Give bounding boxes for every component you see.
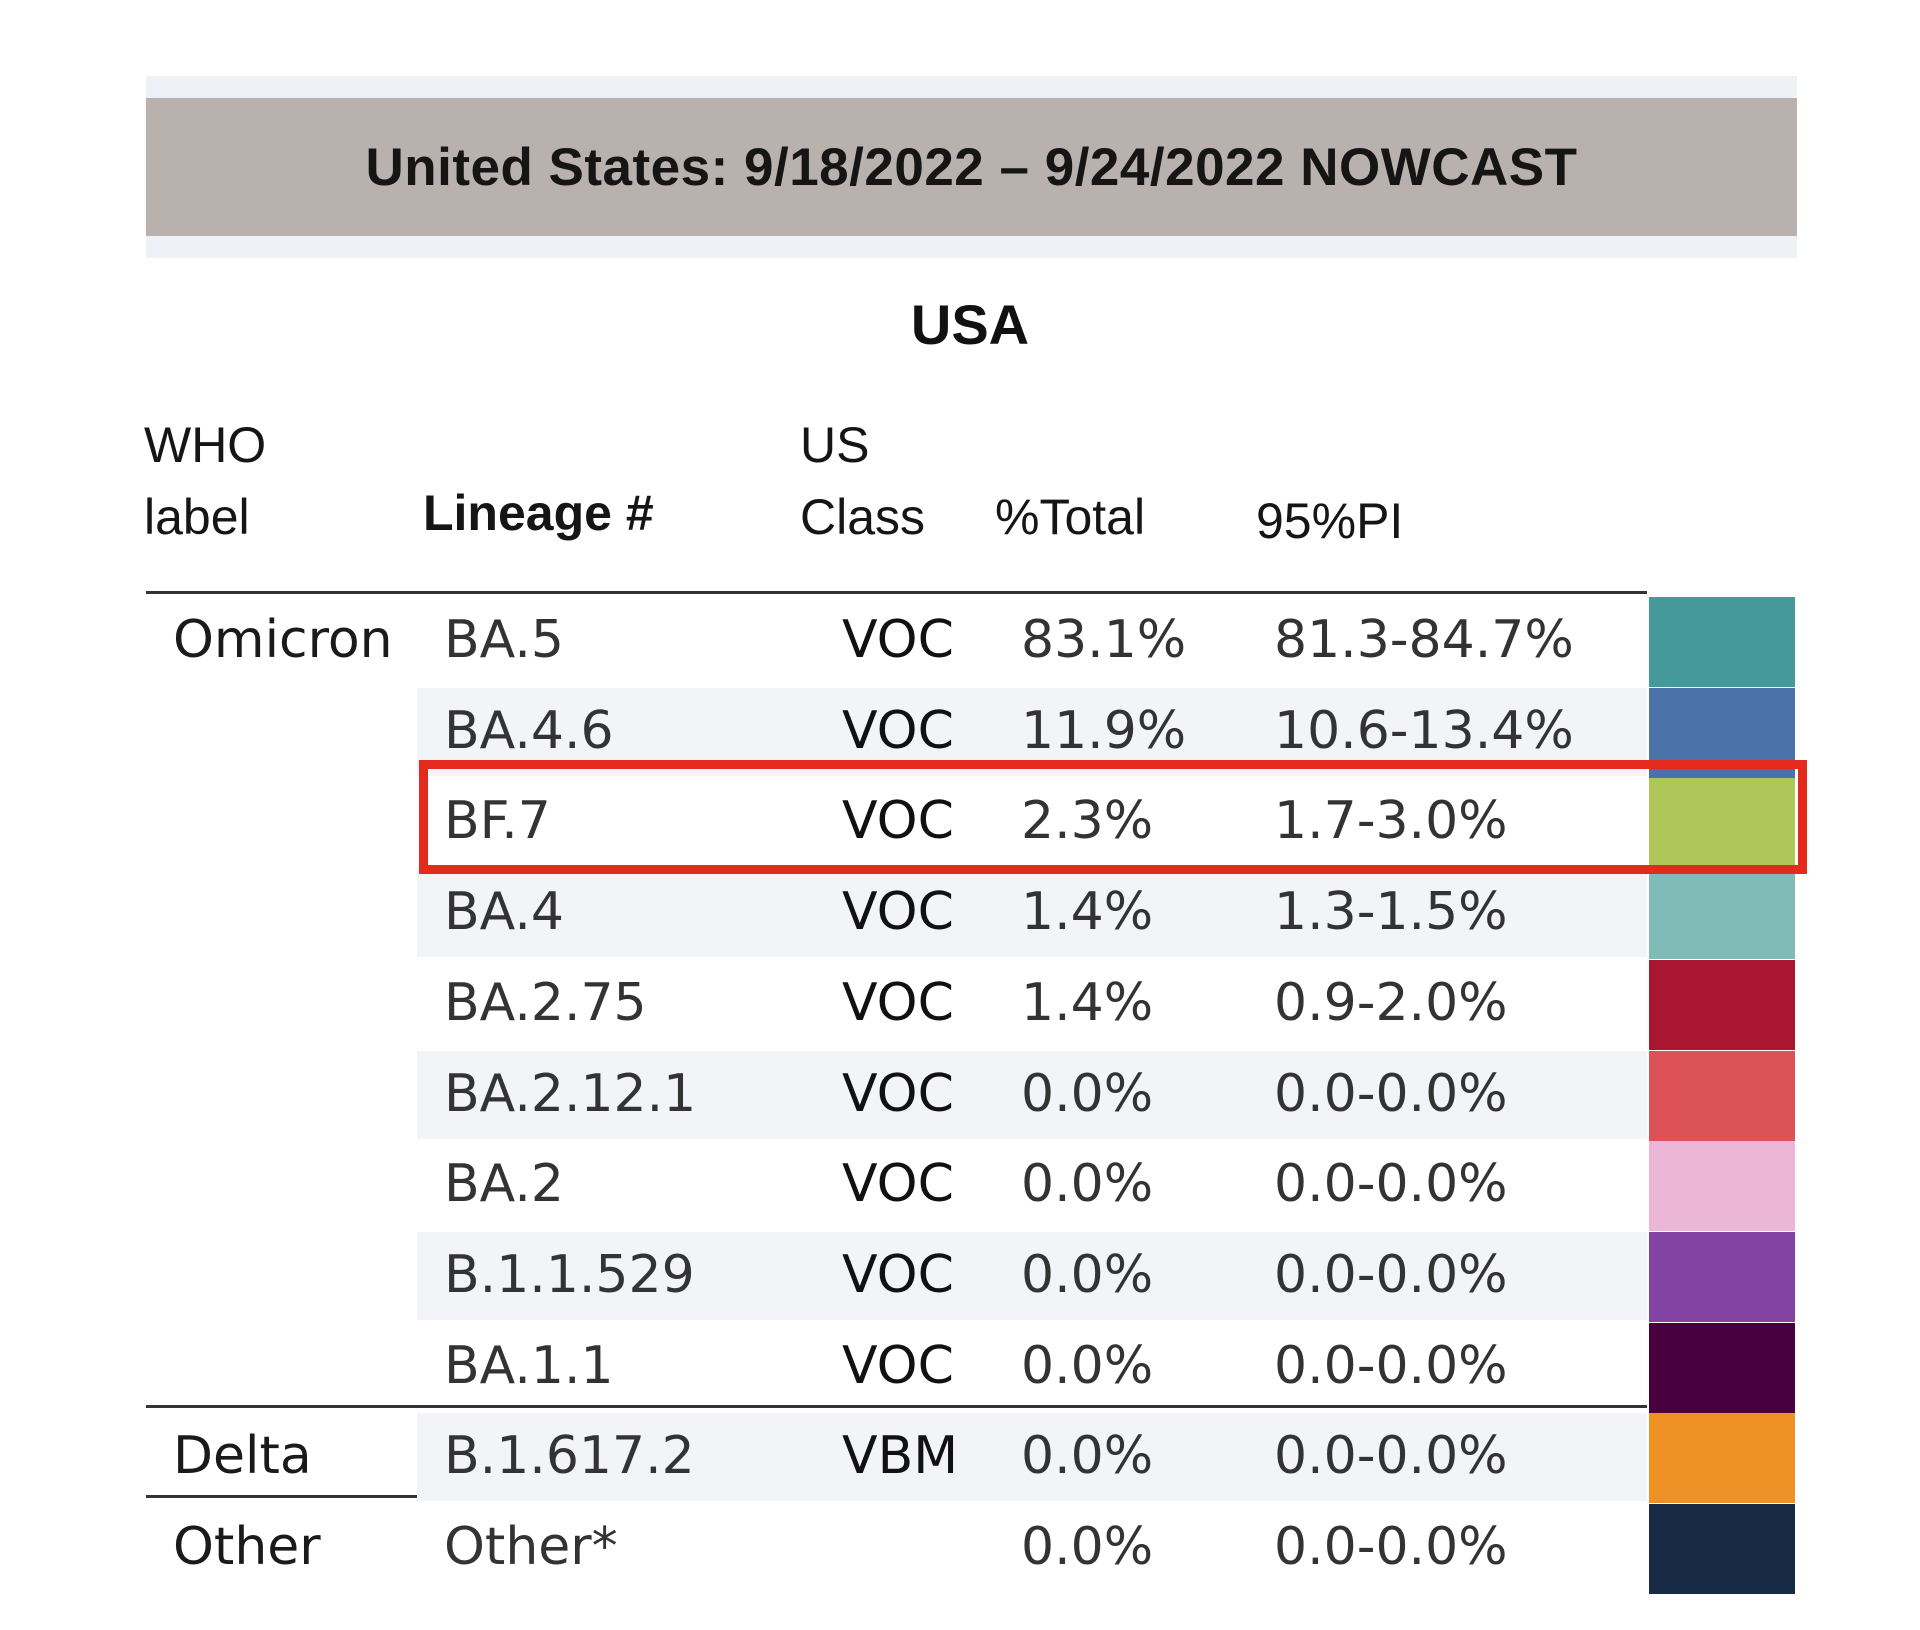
class-cell: VOC (842, 1245, 954, 1305)
header-pct-total: %Total (995, 489, 1146, 545)
pi-cell: 0.0-0.0% (1274, 1245, 1508, 1305)
pi-cell: 10.6-13.4% (1274, 701, 1574, 761)
class-cell: VOC (842, 791, 954, 851)
header-class-line1: US (800, 417, 870, 473)
row-stripe (417, 1232, 1647, 1320)
lineage-cell: BF.7 (444, 791, 551, 851)
pi-cell: 1.3-1.5% (1274, 882, 1508, 942)
color-swatch (1649, 1323, 1795, 1413)
table-title: United States: 9/18/2022 – 9/24/2022 NOW… (365, 137, 1578, 197)
color-swatch (1649, 1413, 1795, 1503)
pi-cell: 0.0-0.0% (1274, 1517, 1508, 1577)
pi-cell: 0.0-0.0% (1274, 1154, 1508, 1214)
color-swatch (1649, 1232, 1795, 1322)
class-cell: VOC (842, 1064, 954, 1124)
who-label: Delta (173, 1426, 312, 1486)
pct-total-cell: 11.9% (1021, 701, 1187, 761)
lineage-cell: BA.2.12.1 (444, 1064, 697, 1124)
class-cell: VOC (842, 882, 954, 942)
color-swatch (1649, 597, 1795, 687)
color-swatch (1649, 960, 1795, 1050)
lineage-cell: B.1.617.2 (444, 1426, 695, 1486)
lineage-cell: BA.5 (444, 610, 564, 670)
pct-total-cell: 1.4% (1021, 882, 1154, 942)
pct-total-cell: 0.0% (1021, 1426, 1154, 1486)
who-label: Other (173, 1517, 321, 1577)
row-stripe (417, 869, 1647, 957)
header-lineage: Lineage # (423, 485, 654, 541)
pi-cell: 0.0-0.0% (1274, 1064, 1508, 1124)
class-cell: VOC (842, 1154, 954, 1214)
pct-total-cell: 0.0% (1021, 1154, 1154, 1214)
header-rule (146, 591, 1647, 594)
class-cell: VOC (842, 701, 954, 761)
row-stripe (417, 1051, 1647, 1139)
lineage-cell: BA.4 (444, 882, 564, 942)
lineage-cell: B.1.1.529 (444, 1245, 695, 1305)
pct-total-cell: 0.0% (1021, 1245, 1154, 1305)
color-swatch (1649, 778, 1795, 868)
header-who-line2: label (144, 489, 250, 545)
lineage-cell: BA.4.6 (444, 701, 614, 761)
pi-cell: 0.0-0.0% (1274, 1336, 1508, 1396)
header-pi: 95%PI (1256, 493, 1404, 549)
pct-total-cell: 0.0% (1021, 1064, 1154, 1124)
row-stripe (417, 1413, 1647, 1501)
title-bar: United States: 9/18/2022 – 9/24/2022 NOW… (146, 98, 1797, 236)
class-cell: VOC (842, 610, 954, 670)
who-label: Omicron (173, 610, 393, 670)
pct-total-cell: 0.0% (1021, 1336, 1154, 1396)
region-heading: USA (910, 293, 1030, 356)
lineage-cell: BA.1.1 (444, 1336, 614, 1396)
pct-total-cell: 83.1% (1021, 610, 1187, 670)
delta-group-rule (146, 1405, 1647, 1408)
header-who-line1: WHO (144, 417, 267, 473)
pi-cell: 0.0-0.0% (1274, 1426, 1508, 1486)
class-cell: VOC (842, 973, 954, 1033)
pi-cell: 0.9-2.0% (1274, 973, 1508, 1033)
lineage-cell: BA.2 (444, 1154, 564, 1214)
pi-cell: 1.7-3.0% (1274, 791, 1508, 851)
lineage-cell: Other* (444, 1517, 618, 1577)
pct-total-cell: 0.0% (1021, 1517, 1154, 1577)
pi-cell: 81.3-84.7% (1274, 610, 1574, 670)
class-cell: VBM (842, 1426, 959, 1486)
color-swatch (1649, 1051, 1795, 1141)
class-cell: VOC (842, 1336, 954, 1396)
color-swatch (1649, 869, 1795, 959)
color-swatch (1649, 1141, 1795, 1231)
pct-total-cell: 2.3% (1021, 791, 1154, 851)
highlight-box (419, 760, 1807, 874)
header-class-line2: Class (800, 489, 926, 545)
color-swatch (1649, 1504, 1795, 1594)
pct-total-cell: 1.4% (1021, 973, 1154, 1033)
lineage-cell: BA.2.75 (444, 973, 647, 1033)
